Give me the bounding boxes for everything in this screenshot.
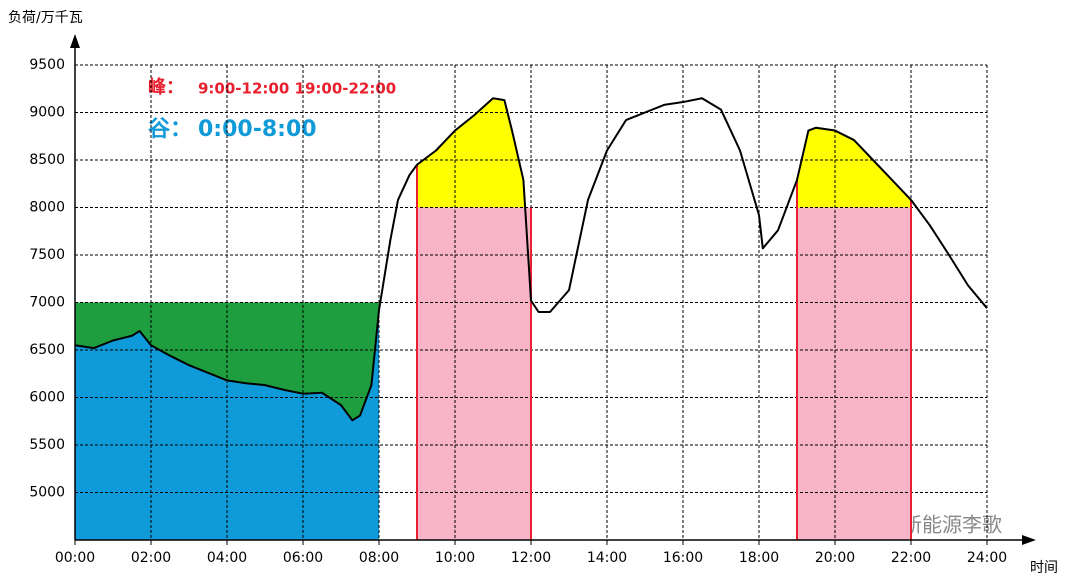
y-axis-arrow bbox=[70, 34, 80, 48]
y-tick-label: 6500 bbox=[29, 342, 65, 358]
x-tick-label: 18:00 bbox=[739, 550, 779, 566]
y-tick-label: 8500 bbox=[29, 152, 65, 168]
watermark: 新能源李歌 bbox=[902, 513, 1002, 537]
x-tick-label: 24:00 bbox=[967, 550, 1007, 566]
x-tick-label: 16:00 bbox=[663, 550, 703, 566]
y-tick-label: 7500 bbox=[29, 247, 65, 263]
x-tick-label: 06:00 bbox=[283, 550, 323, 566]
x-axis-label: 时间 bbox=[1030, 560, 1058, 576]
y-tick-label: 9500 bbox=[29, 57, 65, 73]
peak-label: 峰： bbox=[148, 76, 184, 98]
peak-excess-area bbox=[797, 127, 911, 208]
peak-base-area bbox=[797, 207, 911, 540]
load-line bbox=[74, 97, 988, 422]
x-tick-label: 12:00 bbox=[511, 550, 551, 566]
x-tick-label: 10:00 bbox=[435, 550, 475, 566]
valley-text: 0:00-8:00 bbox=[198, 117, 317, 142]
x-tick-label: 20:00 bbox=[815, 550, 855, 566]
peak-text: 9:00-12:00 19:00-22:00 bbox=[198, 80, 396, 98]
peak-excess-area bbox=[417, 98, 526, 208]
x-tick-label: 08:00 bbox=[359, 550, 399, 566]
y-tick-label: 8000 bbox=[29, 200, 65, 216]
x-tick-label: 00:00 bbox=[55, 550, 95, 566]
x-axis-arrow bbox=[1022, 535, 1036, 545]
x-tick-label: 22:00 bbox=[891, 550, 931, 566]
y-tick-label: 9000 bbox=[29, 105, 65, 121]
valley-label: 谷： bbox=[148, 117, 192, 142]
x-tick-label: 02:00 bbox=[131, 550, 171, 566]
x-tick-label: 04:00 bbox=[207, 550, 247, 566]
y-tick-label: 5500 bbox=[29, 437, 65, 453]
y-tick-label: 7000 bbox=[29, 295, 65, 311]
y-axis-label: 负荷/万千瓦 bbox=[8, 10, 83, 26]
y-tick-label: 6000 bbox=[29, 390, 65, 406]
x-tick-label: 14:00 bbox=[587, 550, 627, 566]
y-tick-label: 5000 bbox=[29, 485, 65, 501]
peak-base-area bbox=[417, 207, 531, 540]
